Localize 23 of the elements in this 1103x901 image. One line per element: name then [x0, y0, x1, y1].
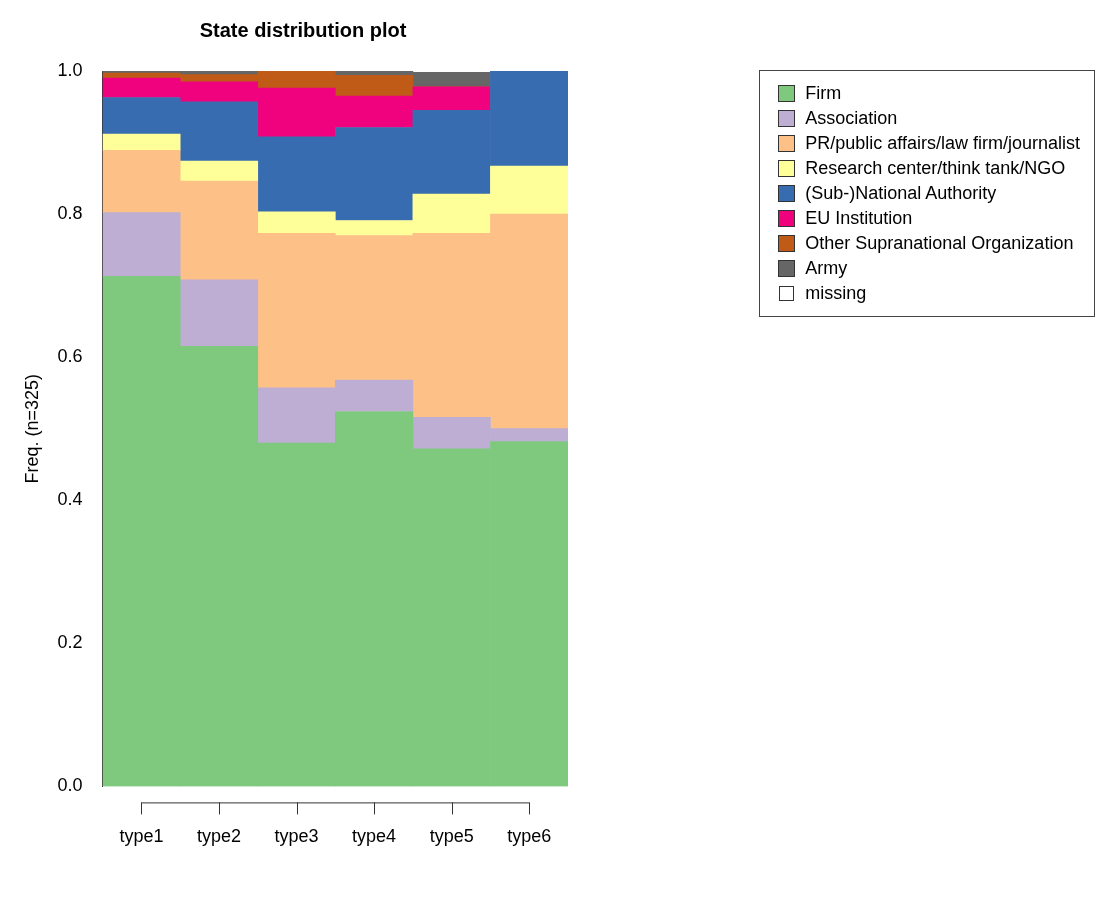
x-tick-label: type2	[196, 826, 241, 847]
x-tick-label: type4	[352, 826, 397, 847]
legend-label: Other Supranational Organization	[805, 233, 1074, 254]
x-tick-label: type6	[507, 826, 552, 847]
legend-label: Association	[805, 108, 898, 129]
y-tick-label: 0.0	[57, 775, 83, 796]
legend-label: (Sub-)National Authority	[805, 183, 997, 204]
legend-label: Firm	[805, 83, 842, 104]
x-tick-label: type3	[274, 826, 319, 847]
y-tick-label: 1.0	[57, 59, 83, 80]
y-tick-label: 0.6	[57, 346, 83, 367]
legend-label: PR/public affairs/law firm/journalist	[805, 133, 1080, 154]
legend-label: EU Institution	[805, 208, 913, 229]
x-tick-label: type1	[119, 826, 164, 847]
chart-title: State distribution plot	[199, 18, 407, 41]
legend-label: Army	[805, 258, 848, 279]
legend-label: Research center/think tank/NGO	[805, 158, 1066, 179]
x-tick-label: type5	[429, 826, 474, 847]
y-axis-title: Freq. (n=325)	[21, 373, 42, 484]
y-tick-label: 0.4	[57, 489, 83, 510]
y-tick-label: 0.8	[57, 203, 83, 224]
legend-label: missing	[805, 283, 867, 304]
y-tick-label: 0.2	[57, 632, 83, 653]
